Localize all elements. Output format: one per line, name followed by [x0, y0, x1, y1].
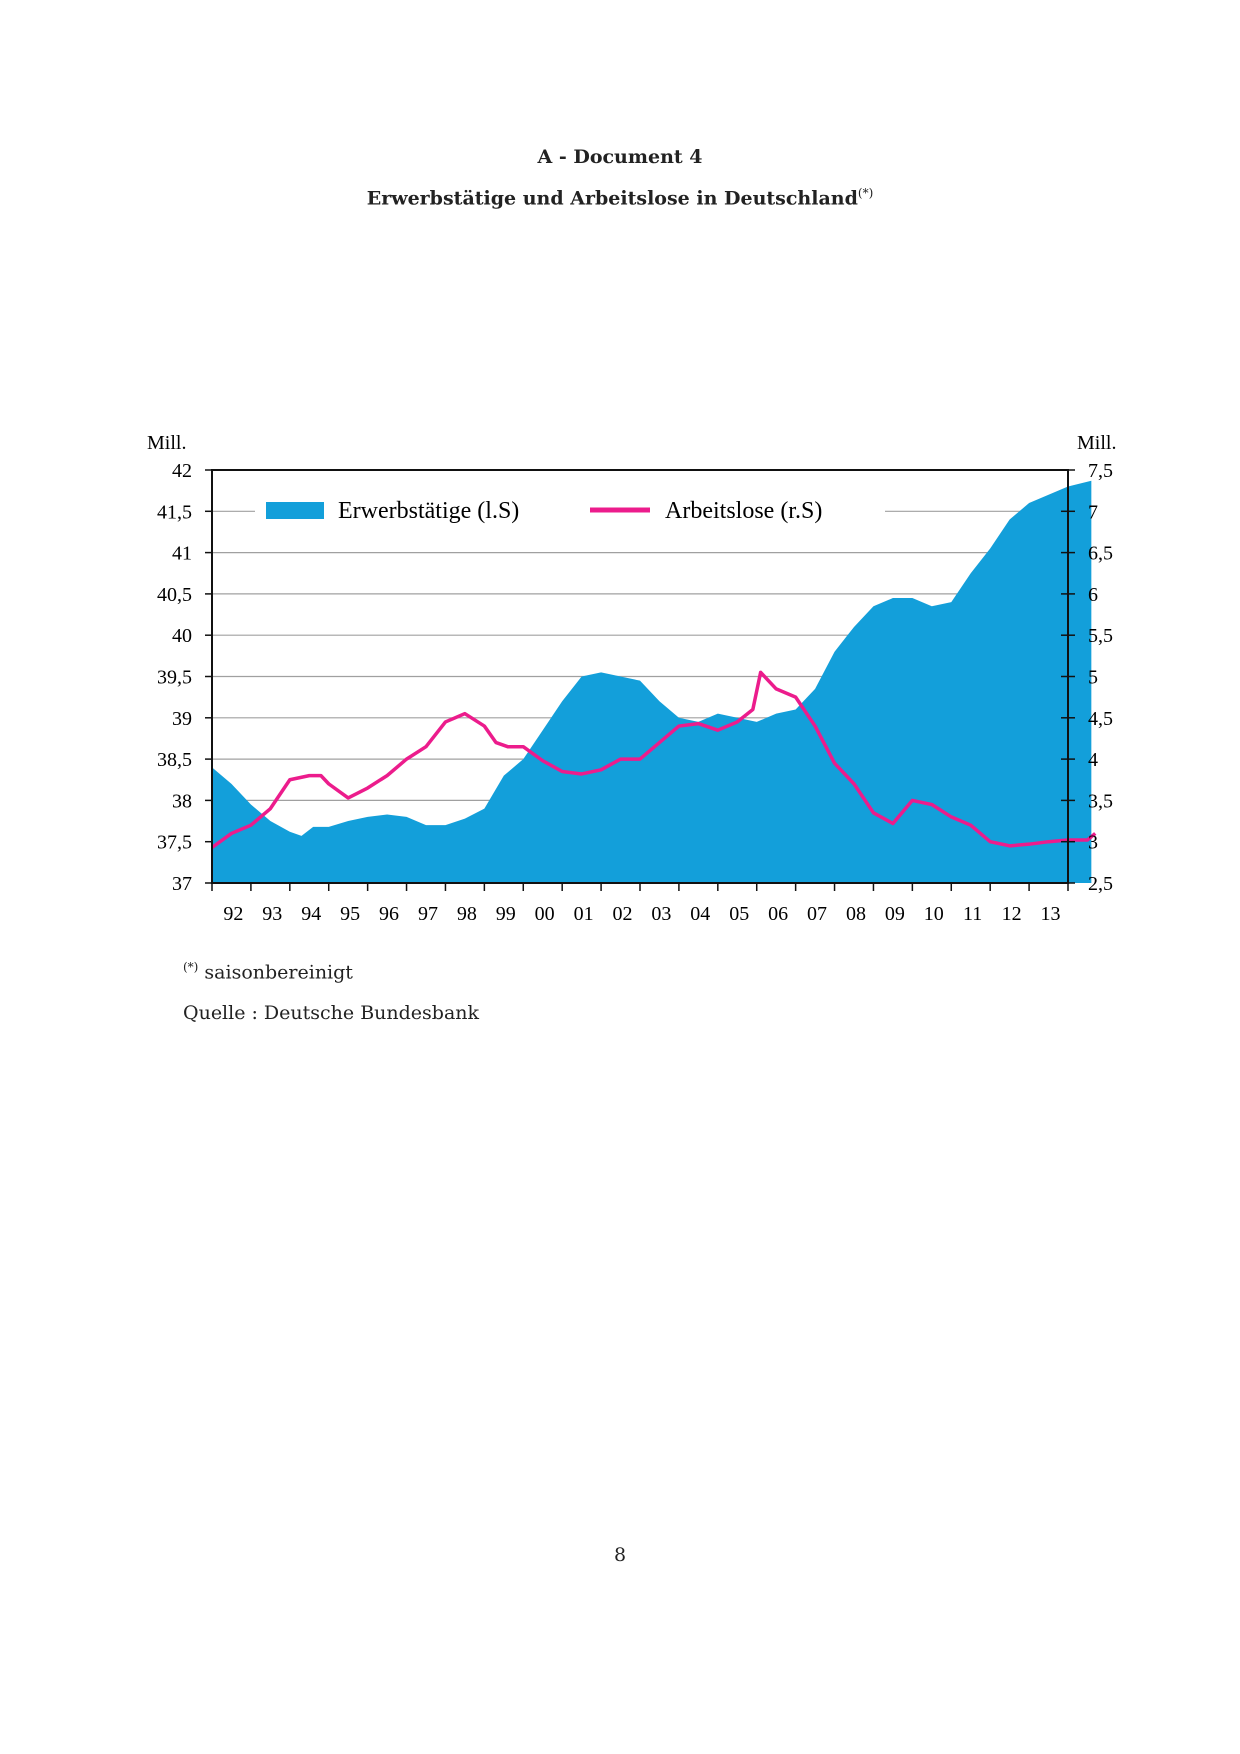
- source-note: Quelle : Deutsche Bundesbank: [183, 1002, 480, 1024]
- x-tick-label: 05: [729, 903, 749, 925]
- x-tick-label: 11: [963, 903, 982, 925]
- title-text: Erwerbstätige und Arbeitslose in Deutsch…: [366, 187, 858, 210]
- right-tick-label: 3,5: [1088, 790, 1113, 812]
- unemployment-line: [210, 670, 1097, 849]
- x-tick-label: 13: [1040, 903, 1060, 925]
- footnote-text: saisonbereinigt: [204, 961, 353, 984]
- x-tick-label: 93: [262, 903, 282, 925]
- footnote-marker: (*): [183, 960, 199, 974]
- x-tick-label: 99: [496, 903, 516, 925]
- right-tick-label: 3: [1088, 832, 1098, 854]
- x-tick-label: 02: [612, 903, 632, 925]
- left-tick-label: 41: [172, 543, 192, 565]
- page-title: Erwerbstätige und Arbeitslose in Deutsch…: [0, 186, 1240, 209]
- x-tick-label: 00: [535, 903, 555, 925]
- x-tick-label: 08: [846, 903, 866, 925]
- right-tick-label: 7: [1088, 501, 1098, 523]
- left-tick-label: 41,5: [157, 501, 192, 523]
- legend-label-unemployment: Arbeitslose (r.S): [665, 498, 822, 524]
- x-tick-label: 03: [651, 903, 671, 925]
- x-tick-label: 96: [379, 903, 399, 925]
- x-tick-label: 92: [223, 903, 243, 925]
- x-tick-label: 01: [574, 903, 594, 925]
- x-tick-label: 97: [418, 903, 438, 925]
- left-tick-label: 39: [172, 708, 192, 730]
- right-axis-unit: Mill.: [1077, 432, 1116, 454]
- x-tick-label: 06: [768, 903, 788, 925]
- left-tick-label: 40: [172, 625, 192, 647]
- title-footnote-marker: (*): [857, 186, 874, 200]
- right-tick-label: 4,5: [1088, 708, 1113, 730]
- footnote: (*) saisonbereinigt: [183, 960, 353, 983]
- document-label: A - Document 4: [537, 146, 703, 168]
- right-tick-label: 5: [1088, 667, 1098, 689]
- x-tick-label: 94: [301, 903, 321, 925]
- legend-background: [255, 492, 885, 530]
- x-tick-label: 04: [690, 903, 710, 925]
- left-tick-label: 37: [172, 873, 192, 895]
- legend-swatch-employment: [266, 502, 324, 519]
- x-tick-label: 09: [885, 903, 905, 925]
- left-tick-label: 39,5: [157, 667, 192, 689]
- legend-label-employment: Erwerbstätige (l.S): [338, 498, 519, 524]
- x-tick-label: 12: [1002, 903, 1022, 925]
- left-tick-label: 40,5: [157, 584, 192, 606]
- page-number: 8: [613, 1544, 627, 1566]
- right-tick-label: 5,5: [1088, 625, 1113, 647]
- x-tick-label: 95: [340, 903, 360, 925]
- left-tick-label: 38,5: [157, 749, 192, 771]
- right-tick-label: 7,5: [1088, 460, 1113, 482]
- left-axis-unit: Mill.: [147, 432, 186, 454]
- right-tick-label: 4: [1088, 749, 1098, 771]
- x-tick-label: 10: [924, 903, 944, 925]
- x-tick-label: 98: [457, 903, 477, 925]
- left-tick-label: 38: [172, 790, 192, 812]
- employment-area: [212, 480, 1092, 883]
- right-tick-label: 6: [1088, 584, 1098, 606]
- left-tick-label: 42: [172, 460, 192, 482]
- right-tick-label: 2,5: [1088, 873, 1113, 895]
- x-tick-label: 07: [807, 903, 827, 925]
- chart: Erwerbstätige (l.S) Arbeitslose (r.S)3737…: [147, 432, 1116, 925]
- right-tick-label: 6,5: [1088, 543, 1113, 565]
- left-tick-label: 37,5: [157, 832, 192, 854]
